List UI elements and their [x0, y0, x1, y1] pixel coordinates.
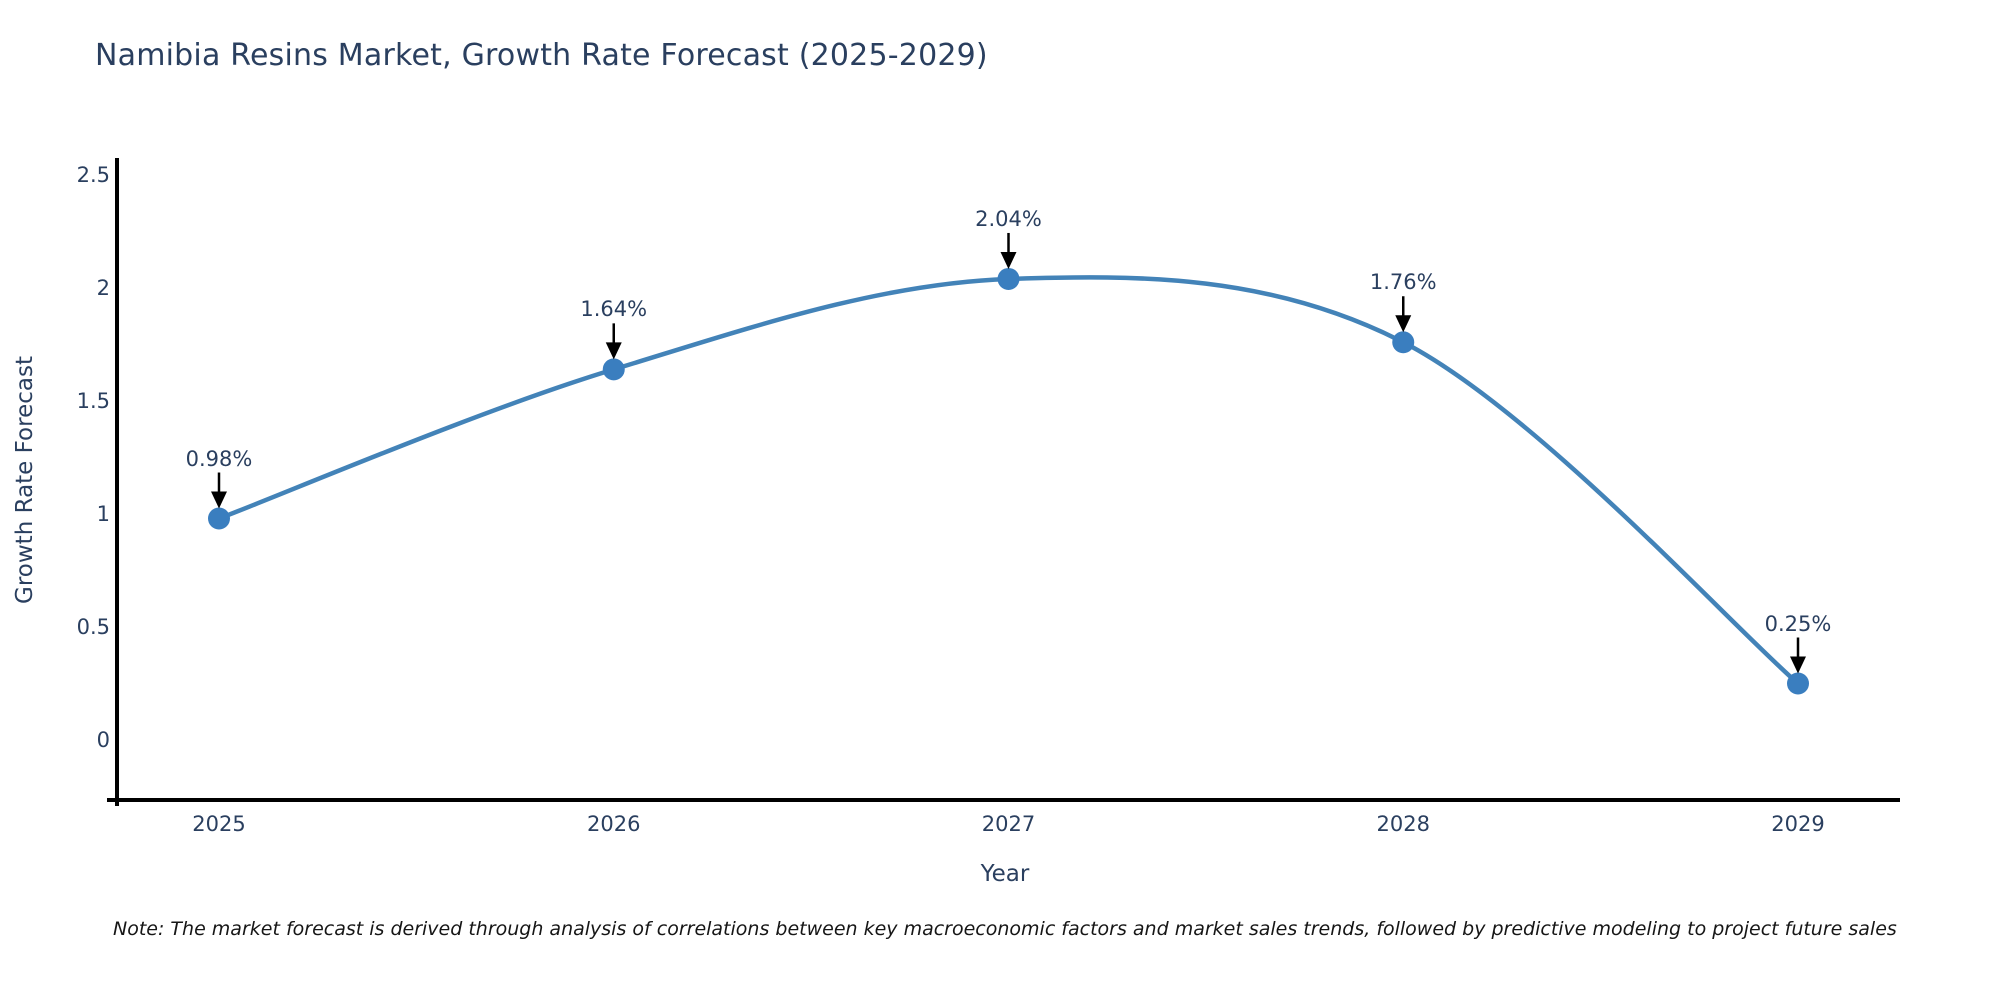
annotation-arrowhead: [1000, 251, 1017, 269]
data-point-marker: [1787, 672, 1809, 695]
annotation-arrowhead: [211, 491, 227, 509]
footnote: Note: The market forecast is derived thr…: [113, 918, 1897, 940]
y-tick-label: 1.5: [76, 389, 110, 413]
chart-title: Namibia Resins Market, Growth Rate Forec…: [95, 38, 988, 73]
data-point-label: 1.64%: [580, 297, 648, 322]
annotation-arrowhead: [605, 342, 622, 360]
data-point-label: 0.25%: [1764, 611, 1832, 636]
data-point-marker: [208, 507, 230, 530]
x-tick-label: 2026: [587, 812, 641, 836]
x-tick-label: 2027: [981, 812, 1036, 836]
annotation-arrowhead: [1395, 315, 1412, 333]
data-point-label: 1.76%: [1369, 270, 1437, 295]
x-tick-label: 2029: [1771, 812, 1825, 836]
x-axis-title: Year: [980, 861, 1030, 887]
x-tick-label: 2028: [1376, 812, 1430, 836]
y-tick-label: 0.5: [76, 615, 110, 639]
data-point-label: 2.04%: [975, 206, 1042, 231]
y-tick-label: 0: [96, 728, 110, 752]
x-tick-label: 2025: [192, 812, 246, 836]
data-point-marker: [1392, 331, 1415, 354]
line-series: [216, 275, 1801, 686]
annotation-arrowhead: [1790, 656, 1806, 674]
y-tick-label: 1: [96, 502, 110, 526]
data-point-label: 0.98%: [185, 446, 253, 471]
data-point-marker: [997, 267, 1020, 290]
y-tick-label: 2: [96, 276, 110, 300]
y-tick-label: 2.5: [76, 163, 110, 187]
data-point-marker: [602, 358, 625, 381]
